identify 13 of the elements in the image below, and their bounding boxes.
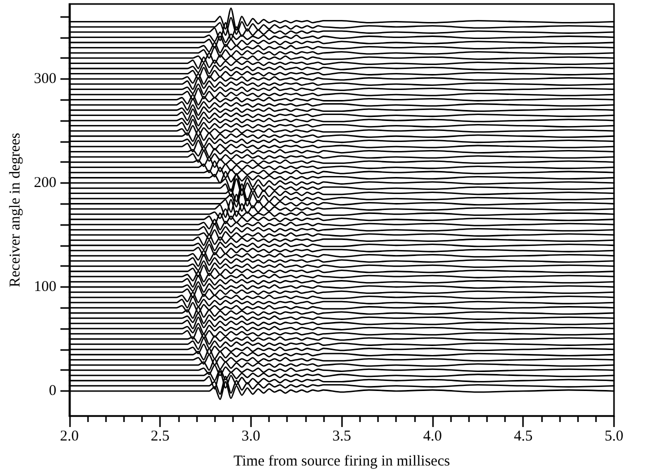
x-tick-label: 4.0 (423, 428, 442, 444)
x-tick-label: 2.0 (60, 428, 79, 444)
y-axis-title: Receiver angle in degrees (8, 132, 24, 288)
y-tick-label: 0 (48, 383, 56, 400)
y-tick-label: 300 (34, 70, 56, 87)
x-tick-label: 2.5 (150, 428, 170, 444)
x-tick-label: 4.5 (514, 428, 533, 444)
x-tick-label: 3.5 (332, 428, 352, 444)
x-axis-title: Time from source firing in millisecs (233, 454, 450, 470)
x-tick-label: 3.0 (242, 428, 260, 444)
y-tick-label: 200 (34, 174, 56, 191)
x-tick-label: 5.0 (604, 428, 624, 444)
y-tick-label: 100 (34, 278, 56, 295)
